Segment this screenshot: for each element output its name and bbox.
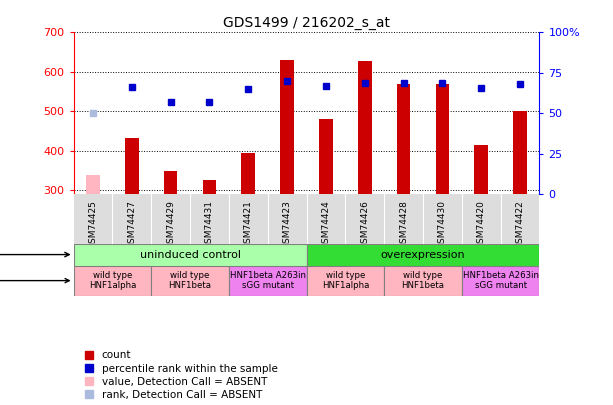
Legend: count, percentile rank within the sample, value, Detection Call = ABSENT, rank, : count, percentile rank within the sample…	[85, 350, 278, 400]
Text: GSM74426: GSM74426	[360, 200, 369, 249]
Bar	[86, 175, 100, 194]
Text: GSM74430: GSM74430	[438, 200, 447, 249]
Text: wild type
HNF1alpha: wild type HNF1alpha	[322, 271, 369, 290]
Bar	[242, 153, 255, 194]
Bar	[229, 266, 306, 296]
Text: GSM74424: GSM74424	[321, 200, 330, 249]
Bar	[436, 84, 449, 194]
Bar	[306, 266, 384, 296]
Text: GSM74423: GSM74423	[283, 200, 292, 249]
Text: GSM74420: GSM74420	[477, 200, 485, 249]
Bar	[125, 138, 139, 194]
Bar	[151, 266, 229, 296]
Text: uninduced control: uninduced control	[140, 249, 240, 260]
Bar	[306, 243, 539, 266]
Bar	[474, 145, 488, 194]
Bar	[164, 171, 177, 194]
Title: GDS1499 / 216202_s_at: GDS1499 / 216202_s_at	[223, 16, 390, 30]
Text: wild type
HNF1beta: wild type HNF1beta	[402, 271, 444, 290]
Bar	[203, 180, 216, 194]
Text: GSM74422: GSM74422	[516, 200, 525, 249]
Text: HNF1beta A263in
sGG mutant: HNF1beta A263in sGG mutant	[230, 271, 306, 290]
Text: wild type
HNF1alpha: wild type HNF1alpha	[89, 271, 136, 290]
Text: wild type
HNF1beta: wild type HNF1beta	[169, 271, 211, 290]
Text: GSM74421: GSM74421	[244, 200, 253, 249]
Text: GSM74431: GSM74431	[205, 200, 214, 249]
Text: GSM74427: GSM74427	[128, 200, 136, 249]
Text: GSM74429: GSM74429	[166, 200, 175, 249]
Bar	[319, 119, 333, 194]
Text: GSM74428: GSM74428	[399, 200, 408, 249]
Bar	[280, 60, 294, 194]
Bar	[462, 266, 539, 296]
Bar	[513, 111, 527, 194]
Text: GSM74425: GSM74425	[88, 200, 97, 249]
Bar	[397, 84, 410, 194]
Text: genotype/variation: genotype/variation	[0, 276, 69, 286]
Bar	[384, 266, 462, 296]
Text: overexpression: overexpression	[381, 249, 465, 260]
Bar	[358, 61, 371, 194]
Text: protocol: protocol	[0, 249, 69, 260]
Bar	[74, 243, 306, 266]
Text: HNF1beta A263in
sGG mutant: HNF1beta A263in sGG mutant	[463, 271, 539, 290]
Bar	[74, 266, 151, 296]
